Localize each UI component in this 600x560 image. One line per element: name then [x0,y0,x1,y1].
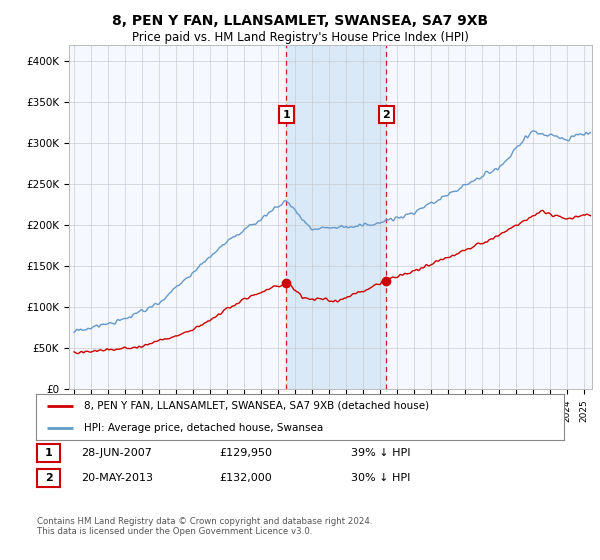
Text: 39% ↓ HPI: 39% ↓ HPI [351,448,410,458]
Text: 8, PEN Y FAN, LLANSAMLET, SWANSEA, SA7 9XB (detached house): 8, PEN Y FAN, LLANSAMLET, SWANSEA, SA7 9… [83,400,428,410]
Text: 2: 2 [382,110,390,119]
Text: 8, PEN Y FAN, LLANSAMLET, SWANSEA, SA7 9XB: 8, PEN Y FAN, LLANSAMLET, SWANSEA, SA7 9… [112,14,488,28]
Text: £132,000: £132,000 [219,473,272,483]
Text: 2: 2 [45,473,52,483]
Text: This data is licensed under the Open Government Licence v3.0.: This data is licensed under the Open Gov… [37,528,313,536]
Text: Contains HM Land Registry data © Crown copyright and database right 2024.: Contains HM Land Registry data © Crown c… [37,517,373,526]
Bar [286,45,386,389]
Text: 28-JUN-2007: 28-JUN-2007 [81,448,152,458]
Text: 20-MAY-2013: 20-MAY-2013 [81,473,153,483]
Text: 30% ↓ HPI: 30% ↓ HPI [351,473,410,483]
Text: 1: 1 [45,448,52,458]
Text: Price paid vs. HM Land Registry's House Price Index (HPI): Price paid vs. HM Land Registry's House … [131,31,469,44]
Text: £129,950: £129,950 [219,448,272,458]
Text: HPI: Average price, detached house, Swansea: HPI: Average price, detached house, Swan… [83,423,323,433]
Text: 1: 1 [283,110,290,119]
